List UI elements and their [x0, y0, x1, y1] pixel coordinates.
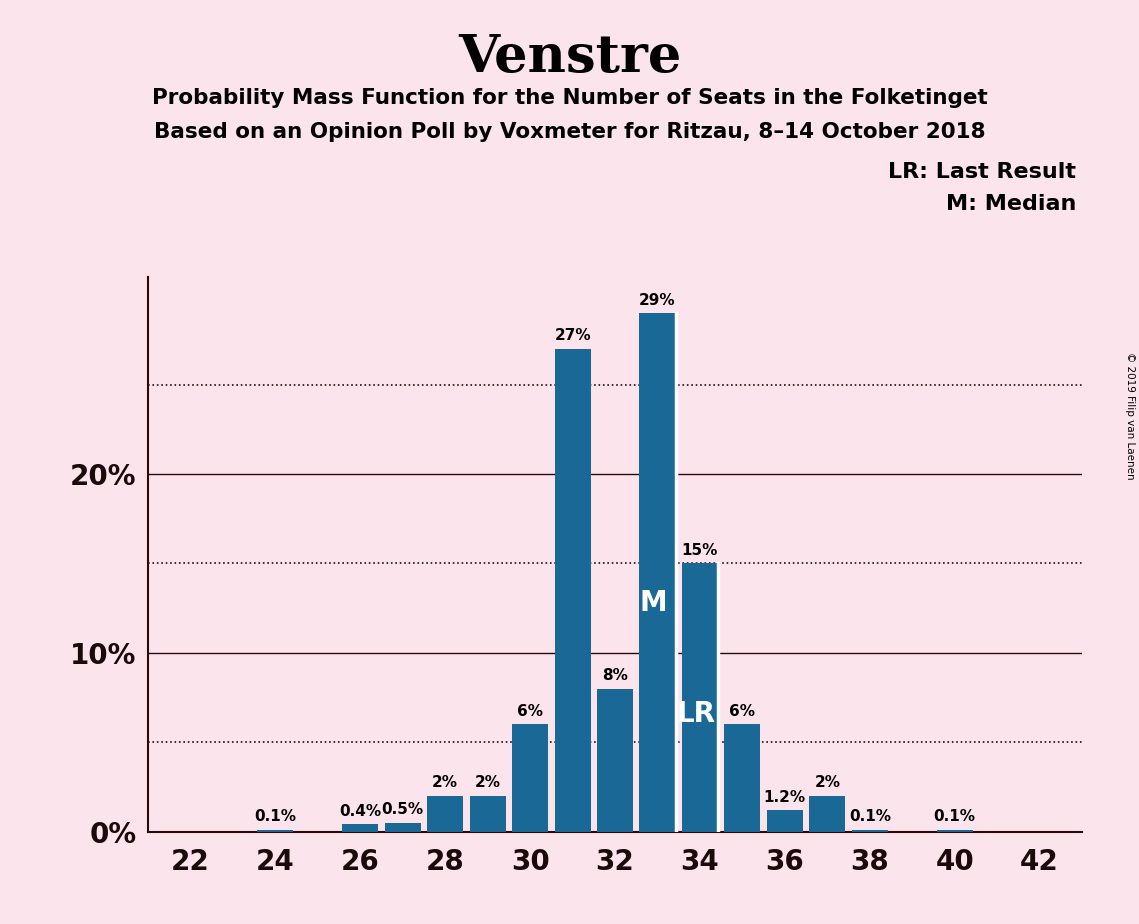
Text: 29%: 29%: [639, 293, 675, 308]
Bar: [257, 830, 294, 832]
Text: M: M: [639, 590, 667, 617]
Bar: [810, 796, 845, 832]
Text: 0.4%: 0.4%: [339, 804, 382, 819]
Text: 0.1%: 0.1%: [934, 809, 976, 824]
Text: 8%: 8%: [603, 668, 628, 683]
Text: LR: Last Result: LR: Last Result: [888, 162, 1076, 182]
Bar: [343, 824, 378, 832]
Bar: [852, 830, 887, 832]
Bar: [513, 724, 548, 832]
Bar: [427, 796, 464, 832]
Bar: [555, 348, 591, 832]
Bar: [682, 564, 718, 832]
Text: M: Median: M: Median: [947, 194, 1076, 214]
Bar: [767, 810, 803, 832]
Bar: [639, 313, 675, 832]
Text: © 2019 Filip van Laenen: © 2019 Filip van Laenen: [1125, 352, 1134, 480]
Text: Probability Mass Function for the Number of Seats in the Folketinget: Probability Mass Function for the Number…: [151, 88, 988, 108]
Text: Based on an Opinion Poll by Voxmeter for Ritzau, 8–14 October 2018: Based on an Opinion Poll by Voxmeter for…: [154, 122, 985, 142]
Bar: [724, 724, 761, 832]
Text: 27%: 27%: [555, 328, 591, 344]
Text: 0.1%: 0.1%: [254, 809, 296, 824]
Text: 6%: 6%: [517, 704, 543, 719]
Text: 0.5%: 0.5%: [382, 802, 424, 818]
Bar: [469, 796, 506, 832]
Text: 0.1%: 0.1%: [849, 809, 891, 824]
Bar: [936, 830, 973, 832]
Text: 2%: 2%: [432, 775, 458, 790]
Text: LR: LR: [677, 699, 715, 727]
Text: 2%: 2%: [475, 775, 501, 790]
Text: 1.2%: 1.2%: [764, 790, 806, 805]
Text: 6%: 6%: [729, 704, 755, 719]
Text: Venstre: Venstre: [458, 32, 681, 83]
Bar: [597, 688, 633, 832]
Bar: [385, 822, 420, 832]
Text: 2%: 2%: [814, 775, 841, 790]
Text: 15%: 15%: [682, 543, 719, 558]
